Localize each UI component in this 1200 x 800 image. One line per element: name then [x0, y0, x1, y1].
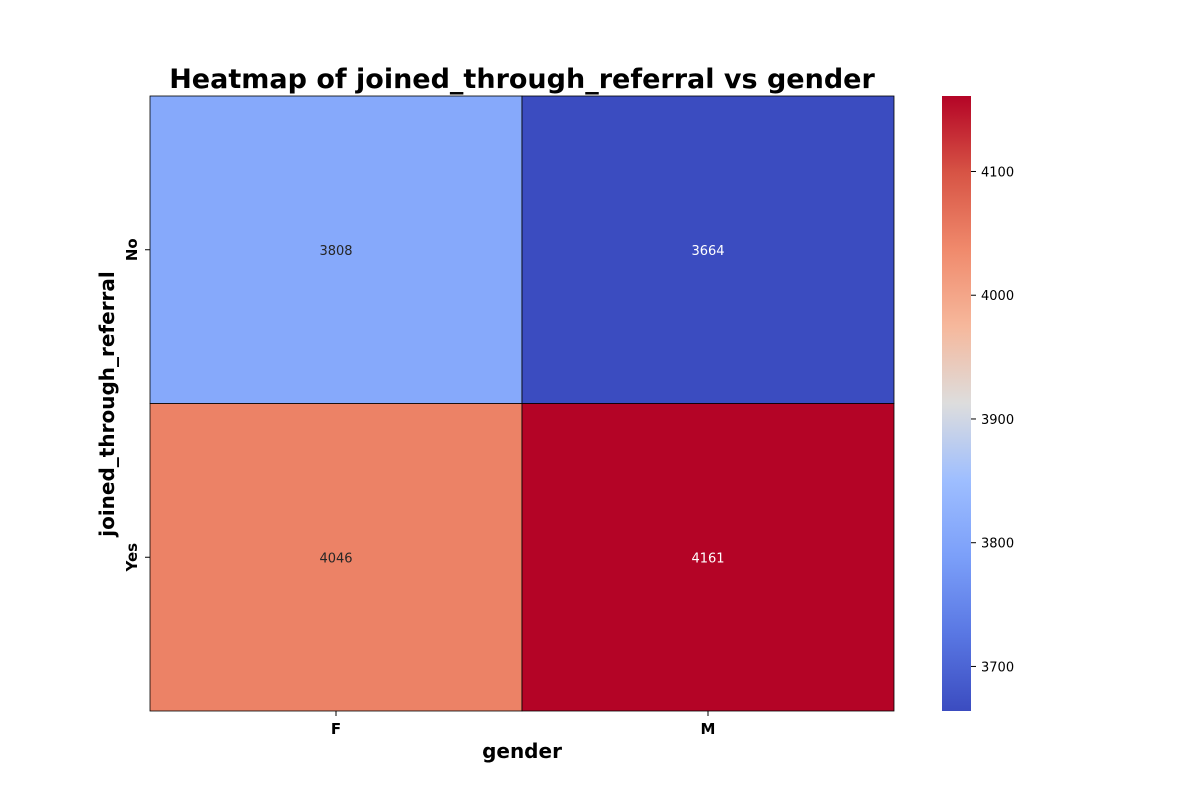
cell-value-label-yes-m: 4161 — [691, 551, 724, 566]
colorbar — [942, 96, 971, 711]
y-tick-label-yes: Yes — [123, 543, 141, 573]
heatmap-cells — [149, 95, 895, 712]
heatmap-cell-yes-m — [521, 403, 895, 712]
y-axis-ticks: No Yes — [123, 238, 150, 573]
colorbar-ticks: 3700 3800 3900 4000 4100 — [971, 165, 1014, 675]
heatmap-cell-yes-f — [149, 403, 523, 712]
x-tick-label-f: F — [331, 720, 341, 738]
colorbar-tick-label-3800: 3800 — [981, 537, 1014, 552]
y-tick-label-no: No — [123, 238, 141, 261]
cell-value-label-yes-f: 4046 — [319, 551, 352, 566]
y-axis-label: joined_through_referral — [95, 271, 119, 538]
x-tick-label-m: M — [701, 720, 716, 738]
chart-title: Heatmap of joined_through_referral vs ge… — [169, 64, 875, 95]
heatmap-cell-labels: 3808 3664 4046 4161 — [319, 244, 724, 567]
colorbar-tick-label-4000: 4000 — [981, 289, 1014, 304]
colorbar-tick-label-3700: 3700 — [981, 660, 1014, 675]
colorbar-tick-label-3900: 3900 — [981, 413, 1014, 428]
heatmap-cell-no-m — [521, 95, 895, 404]
cell-value-label-no-m: 3664 — [691, 244, 724, 259]
heatmap-cell-no-f — [149, 95, 523, 404]
colorbar-tick-label-4100: 4100 — [981, 165, 1014, 180]
cell-value-label-no-f: 3808 — [319, 244, 352, 259]
x-axis-label: gender — [482, 739, 562, 763]
